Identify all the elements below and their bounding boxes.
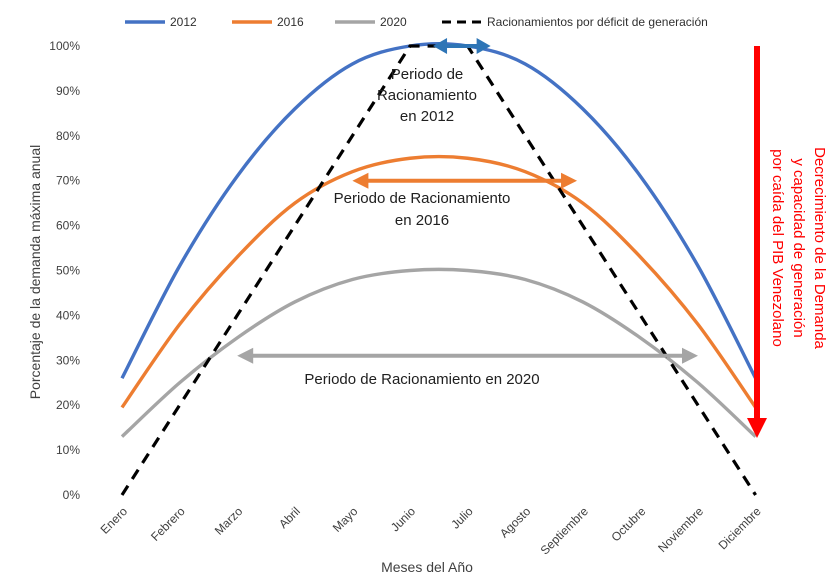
legend-label: 2012 xyxy=(170,15,197,29)
side-note-line: por caída del PIB Venezolano xyxy=(769,149,786,347)
legend-label: Racionamientos por déficit de generación xyxy=(487,15,708,29)
y-tick-label: 60% xyxy=(56,219,80,233)
x-tick-label: Marzo xyxy=(212,504,246,538)
y-tick-label: 20% xyxy=(56,398,80,412)
y-tick-label: 100% xyxy=(49,39,80,53)
decrease-arrow-head xyxy=(747,418,767,438)
x-tick-label: Agosto xyxy=(497,504,534,541)
y-axis-ticks: 0% 10% 20% 30% 40% 50% 60% 70% 80% 90% 100% xyxy=(49,39,80,502)
side-note-line: y capacidad de generación xyxy=(790,158,807,337)
x-tick-label: Noviembre xyxy=(655,504,706,555)
y-tick-label: 80% xyxy=(56,129,80,143)
y-tick-label: 40% xyxy=(56,308,80,322)
legend: 2012 2016 2020 Racionamientos por déficit d… xyxy=(125,15,708,29)
x-axis-title: Meses del Año xyxy=(381,559,473,575)
period-arrow-head-left xyxy=(433,38,448,54)
x-tick-label: Diciembre xyxy=(716,504,764,552)
x-tick-label: Enero xyxy=(98,504,131,537)
side-note-line: Decrecimiento de la Demanda xyxy=(811,147,828,349)
period-arrow-head-right xyxy=(476,38,491,54)
period-arrow-head-right xyxy=(682,347,698,364)
period-arrow-head-left xyxy=(352,172,369,189)
series-line-2020 xyxy=(120,267,757,438)
legend-label: 2020 xyxy=(380,15,407,29)
x-axis-ticks: Enero Febrero Marzo Abril Mayo Junio Julio Agos… xyxy=(98,504,764,558)
y-tick-label: 90% xyxy=(56,84,80,98)
period-annotation-label: Periodo de xyxy=(391,66,464,83)
period-annotation-label: Racionamiento xyxy=(377,87,477,104)
x-tick-label: Febrero xyxy=(148,504,188,544)
x-tick-label: Julio xyxy=(448,504,476,532)
period-annotation-label: Periodo de Racionamiento en 2020 xyxy=(304,371,539,388)
x-tick-label: Octubre xyxy=(608,504,648,544)
period-annotation-label: Periodo de Racionamiento xyxy=(334,190,511,207)
legend-label: 2016 xyxy=(277,15,304,29)
annotations: Periodo de Racionamiento en 2012 Periodo de… xyxy=(237,38,698,388)
x-tick-label: Junio xyxy=(388,504,418,534)
x-tick-label: Septiembre xyxy=(538,504,592,558)
period-annotation-label: en 2016 xyxy=(395,212,449,229)
series-line-2016 xyxy=(120,154,757,409)
x-tick-label: Mayo xyxy=(330,504,361,535)
x-tick-label: Abril xyxy=(276,504,303,531)
period-arrow-head-left xyxy=(237,347,254,364)
period-arrow-head-right xyxy=(561,172,578,189)
period-annotation-label: en 2012 xyxy=(400,108,454,125)
y-tick-label: 30% xyxy=(56,353,80,367)
series-line-racionamientos-por-deficit-de-generacion xyxy=(120,44,757,496)
y-tick-label: 10% xyxy=(56,443,80,457)
y-tick-label: 70% xyxy=(56,174,80,188)
y-axis-title: Porcentaje de la demanda máxima anual xyxy=(27,145,43,400)
y-tick-label: 50% xyxy=(56,264,80,278)
y-tick-label: 0% xyxy=(63,488,81,502)
